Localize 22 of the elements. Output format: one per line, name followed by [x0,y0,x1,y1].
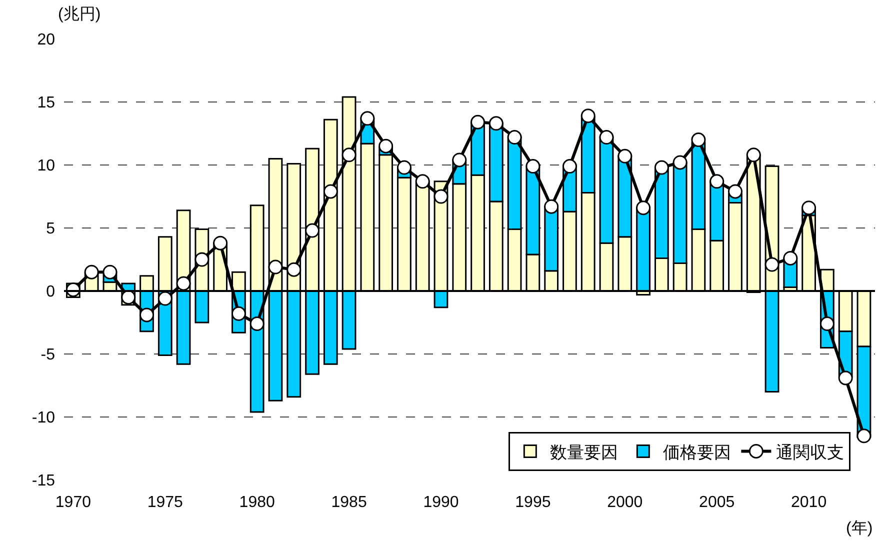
y-tick-label: -15 [32,472,56,490]
x-tick-label: 1970 [55,494,92,511]
x-tick-label: 2010 [791,494,827,511]
legend-label: 価格要因 [663,442,732,462]
y-tick-label: 10 [37,158,56,175]
y-tick-label: -10 [32,410,56,427]
y-tick-label: 15 [37,94,56,112]
x-tick-label: 1985 [331,494,367,511]
x-axis-title: (年) [846,520,873,537]
x-tick-label: 1975 [147,494,184,511]
legend-label: 通関収支 [776,442,844,462]
y-tick-label: 0 [46,284,56,301]
x-tick-label: 2005 [699,494,735,511]
x-tick-label: 1980 [239,494,275,511]
x-tick-label: 1995 [515,494,551,511]
x-tick-label: 1990 [423,494,459,511]
y-tick-label: 20 [37,32,56,49]
y-tick-label: 5 [46,220,56,238]
y-axis-title: (兆円) [58,5,101,23]
legend-label: 数量要因 [550,442,618,462]
x-tick-label: 2000 [607,494,643,511]
y-tick-label: -5 [40,346,56,364]
